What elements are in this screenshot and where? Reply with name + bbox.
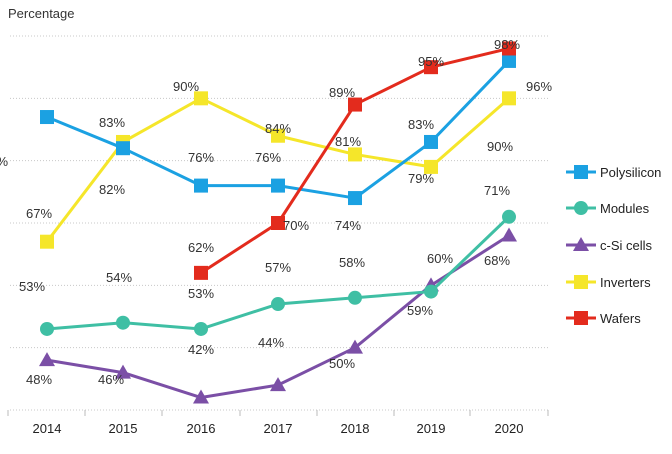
data-label: 98% [494,37,520,52]
data-label: 42% [188,342,214,357]
data-point [40,234,54,249]
data-point [193,389,209,404]
x-tick-label: 2015 [109,421,138,436]
data-point [424,159,438,174]
data-point [501,227,517,242]
series-modules [40,209,516,336]
data-labels: 48% 46% 42% 44% 50% 60% 68% 53% 54% 53% 57% 58% 59% 7… [0,37,552,387]
data-point [573,237,589,251]
legend-item: Polysilicon [566,165,661,180]
data-label: 68% [484,253,510,268]
data-point [424,134,438,149]
data-point [424,284,438,299]
data-point [502,53,516,68]
data-label: 83% [99,115,125,130]
data-label: 62% [188,240,214,255]
data-label: 89% [329,85,355,100]
data-label: 70% [283,218,309,233]
data-label: 53% [19,279,45,294]
data-label: 95% [418,54,444,69]
y-axis-label: Percentage [8,6,75,21]
data-point [502,91,516,106]
x-tick-label: 2017 [264,421,293,436]
legend: Polysilicon Modules c-Si cells Inverters Waf… [566,165,661,326]
data-label: 57% [265,260,291,275]
data-label: 46% [98,372,124,387]
data-label: 76% [255,150,281,165]
data-point [116,315,130,330]
data-label: 59% [407,303,433,318]
data-label: 54% [106,270,132,285]
series-polysilicon [40,53,516,206]
data-label: 83% [408,117,434,132]
data-point [194,321,208,336]
data-point [40,110,54,125]
data-point [348,147,362,162]
data-label: 81% [335,134,361,149]
data-point [271,216,285,230]
data-label: 50% [329,356,355,371]
data-point [39,352,55,367]
data-label: 87% [0,154,8,169]
legend-label: Modules [600,201,650,216]
legend-label: Wafers [600,311,641,326]
x-tick-label: 2016 [187,421,216,436]
data-label: 96% [526,79,552,94]
legend-label: c-Si cells [600,238,653,253]
legend-item: Wafers [566,311,641,326]
data-point [574,165,588,179]
legend-item: c-Si cells [566,237,653,253]
data-point [502,41,516,56]
legend-label: Polysilicon [600,165,661,180]
data-label: 84% [265,121,291,136]
data-label: 71% [484,183,510,198]
data-label: 67% [26,206,52,221]
data-label: 82% [99,182,125,197]
data-label: 58% [339,255,365,270]
data-label: 74% [335,218,361,233]
data-point [574,311,588,325]
data-label: 90% [173,79,199,94]
data-point [271,178,285,193]
legend-item: Inverters [566,275,651,290]
data-point [348,97,362,112]
data-point [116,141,130,156]
x-tick-label: 2018 [341,421,370,436]
x-tick-label: 2020 [495,421,524,436]
data-point [271,297,285,312]
x-tick-label: 2014 [33,421,62,436]
data-point [424,60,438,75]
data-label: 48% [26,372,52,387]
data-point [348,290,362,305]
data-point [348,191,362,206]
series-lines [39,41,517,404]
data-point [270,377,286,392]
data-label: 90% [487,139,513,154]
legend-item: Modules [566,201,650,216]
data-label: 79% [408,171,434,186]
legend-label: Inverters [600,275,651,290]
data-label: 76% [188,150,214,165]
data-point [502,209,516,224]
series-wafers [194,41,516,280]
data-point [574,275,588,289]
data-label: 53% [188,286,214,301]
data-point [194,265,208,280]
data-label: 60% [427,251,453,266]
data-label: 44% [258,335,284,350]
data-point [115,364,131,379]
x-tick-label: 2019 [417,421,446,436]
data-point [194,91,208,106]
data-point [194,178,208,193]
data-point [347,339,363,354]
data-point [40,321,54,336]
data-point [271,128,285,143]
x-axis-ticks: 2014 2015 2016 2017 2018 2019 2020 [7,410,549,436]
data-point [574,201,588,215]
